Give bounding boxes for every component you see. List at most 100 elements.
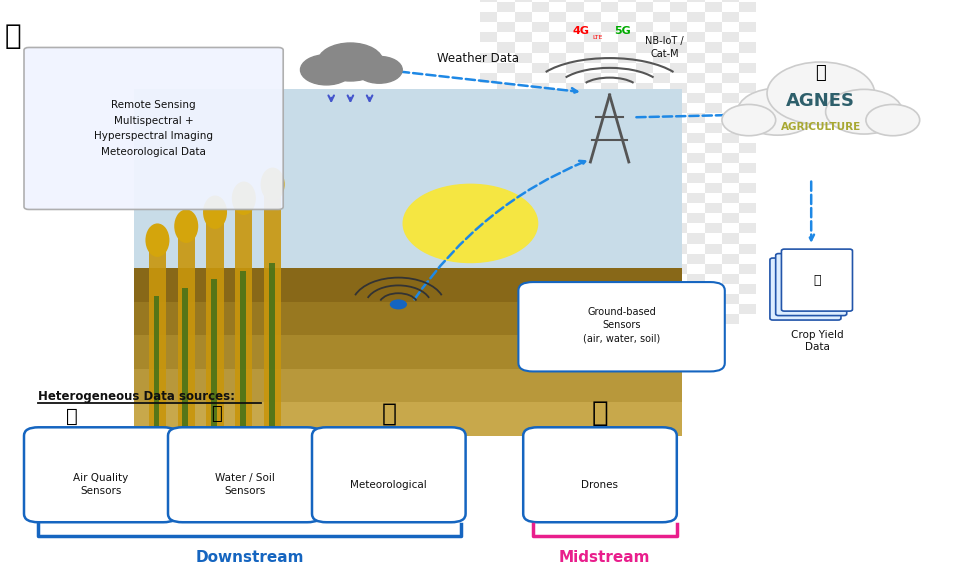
Bar [515, 53, 532, 62]
Bar [566, 284, 584, 294]
Bar [705, 204, 722, 213]
Bar [670, 43, 687, 53]
Bar [515, 204, 532, 213]
Bar [722, 244, 739, 253]
Bar [687, 314, 705, 324]
Bar [636, 153, 653, 163]
Bar [497, 173, 515, 183]
Bar [722, 22, 739, 32]
Bar [722, 53, 739, 62]
Bar [515, 143, 532, 153]
Ellipse shape [261, 168, 285, 201]
Bar [566, 244, 584, 253]
Bar [670, 93, 687, 103]
Bar [532, 204, 549, 213]
Bar [566, 0, 584, 2]
Bar [515, 103, 532, 113]
Bar [532, 153, 549, 163]
Text: AGNES: AGNES [786, 91, 855, 109]
Bar [687, 53, 705, 62]
Bar [515, 314, 532, 324]
Bar [480, 43, 497, 53]
Bar [670, 244, 687, 253]
Bar [532, 2, 549, 12]
Bar [480, 53, 497, 62]
Bar [739, 133, 756, 143]
Bar [515, 163, 532, 173]
Bar [566, 304, 584, 314]
Bar [584, 234, 601, 244]
Bar [206, 212, 224, 435]
Bar [566, 103, 584, 113]
Bar [705, 53, 722, 62]
Bar [601, 163, 618, 173]
Bar [739, 264, 756, 274]
Bar [722, 143, 739, 153]
Bar [584, 264, 601, 274]
Bar [636, 133, 653, 143]
Bar [687, 204, 705, 213]
Bar [515, 32, 532, 43]
Bar [134, 90, 682, 435]
Bar [618, 193, 636, 204]
Bar [618, 223, 636, 234]
Bar [480, 204, 497, 213]
Bar [601, 83, 618, 93]
Bar [705, 2, 722, 12]
Bar [532, 264, 549, 274]
Bar [549, 274, 566, 284]
Bar [134, 402, 682, 435]
Bar [722, 193, 739, 204]
Bar [705, 253, 722, 264]
Bar [618, 62, 636, 73]
Bar [584, 204, 601, 213]
Bar [134, 268, 682, 302]
Bar [705, 153, 722, 163]
Bar [618, 103, 636, 113]
Bar [480, 0, 497, 2]
Bar [497, 0, 515, 2]
Bar [618, 113, 636, 123]
Bar [584, 183, 601, 193]
Bar [497, 133, 515, 143]
Bar [636, 103, 653, 113]
Bar [566, 274, 584, 284]
Bar [497, 274, 515, 284]
Bar [687, 133, 705, 143]
Bar [515, 62, 532, 73]
Bar [739, 153, 756, 163]
Bar [497, 93, 515, 103]
Bar [618, 0, 636, 2]
Bar [739, 32, 756, 43]
Bar [497, 113, 515, 123]
Bar [566, 123, 584, 133]
Bar [722, 2, 739, 12]
Bar [618, 314, 636, 324]
Circle shape [318, 43, 383, 81]
Bar [687, 274, 705, 284]
Bar [549, 12, 566, 22]
Bar [584, 253, 601, 264]
Bar [705, 73, 722, 83]
Bar [480, 133, 497, 143]
Bar [618, 304, 636, 314]
Bar [739, 213, 756, 223]
Bar [618, 183, 636, 193]
Bar [653, 223, 670, 234]
Bar [687, 153, 705, 163]
Circle shape [826, 90, 902, 134]
Bar [739, 22, 756, 32]
Bar [480, 223, 497, 234]
Bar [705, 314, 722, 324]
Bar [549, 284, 566, 294]
Bar [739, 62, 756, 73]
Bar [636, 294, 653, 304]
Bar [515, 234, 532, 244]
Bar [636, 22, 653, 32]
Text: Ground-based
Sensors
(air, water, soil): Ground-based Sensors (air, water, soil) [584, 307, 660, 343]
Bar [653, 73, 670, 83]
Bar [497, 22, 515, 32]
Bar [549, 133, 566, 143]
Text: 4G: 4G [572, 26, 589, 36]
Bar [549, 73, 566, 83]
